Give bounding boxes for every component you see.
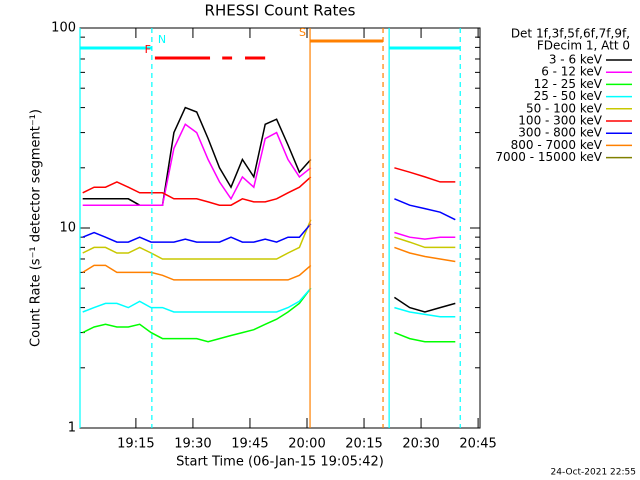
x-axis-label: Start Time (06-Jan-15 19:05:42) bbox=[176, 455, 384, 470]
series-line bbox=[82, 287, 456, 343]
x-tick-label: 20:00 bbox=[288, 437, 325, 452]
flag-label: N bbox=[158, 33, 166, 46]
series-line bbox=[82, 219, 456, 260]
series-line bbox=[82, 198, 456, 243]
x-tick-label: 20:15 bbox=[345, 437, 382, 452]
flag-label: F bbox=[145, 43, 151, 56]
chart-title: RHESSI Count Rates bbox=[205, 2, 356, 20]
x-tick-label: 20:30 bbox=[402, 437, 439, 452]
legend-label: 25 - 50 keV bbox=[534, 89, 603, 103]
y-tick-label: 1 bbox=[68, 421, 76, 436]
y-tick-label: 100 bbox=[51, 21, 76, 36]
legend-label: 100 - 300 keV bbox=[518, 114, 602, 128]
flag-label: S bbox=[299, 26, 306, 39]
legend-label: 3 - 6 keV bbox=[549, 53, 603, 67]
series-line bbox=[82, 246, 456, 281]
legend-label: 300 - 800 keV bbox=[518, 126, 602, 140]
x-tick-label: 19:45 bbox=[231, 437, 268, 452]
legend-label: 7000 - 15000 keV bbox=[495, 150, 602, 164]
x-tick-label: 19:30 bbox=[174, 437, 211, 452]
legend-label: 50 - 100 keV bbox=[526, 101, 603, 115]
legend-header: Det 1f,3f,5f,6f,7f,9f, bbox=[511, 27, 630, 41]
series-line bbox=[82, 106, 456, 313]
series-line bbox=[82, 167, 456, 206]
y-axis-label: Count Rate (s⁻¹ detector segment⁻¹) bbox=[29, 109, 44, 347]
timestamp: 24-Oct-2021 22:55 bbox=[551, 468, 636, 478]
x-tick-label: 19:15 bbox=[117, 437, 154, 452]
legend-header: FDecim 1, Att 0 bbox=[537, 39, 630, 53]
series-line bbox=[82, 287, 456, 318]
y-tick-label: 10 bbox=[59, 221, 76, 236]
legend-label: 12 - 25 keV bbox=[534, 77, 603, 91]
x-tick-label: 20:45 bbox=[459, 437, 496, 452]
series-line bbox=[82, 123, 456, 240]
legend-label: 6 - 12 keV bbox=[541, 65, 603, 79]
legend-label: 800 - 7000 keV bbox=[511, 138, 603, 152]
